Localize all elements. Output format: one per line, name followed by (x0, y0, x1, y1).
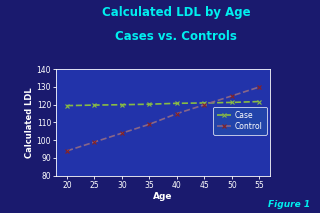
Case (258, 100, 261, 103)
Case (92, 104, 96, 106)
Control (175, 112, 179, 115)
Control (230, 95, 234, 97)
Line: Case: Case (65, 100, 261, 107)
Control (148, 123, 151, 125)
Control (258, 86, 261, 88)
Control (92, 141, 96, 143)
Case (65, 104, 69, 107)
Text: Cases vs. Controls: Cases vs. Controls (115, 30, 237, 43)
X-axis label: Age: Age (154, 192, 173, 201)
Control (65, 150, 69, 152)
Case (203, 102, 206, 104)
Line: Control: Control (65, 85, 261, 153)
Case (175, 102, 179, 105)
Control (203, 104, 206, 106)
Control (120, 132, 124, 134)
Text: Calculated LDL by Age: Calculated LDL by Age (102, 6, 250, 19)
Legend: Case, Control: Case, Control (213, 107, 267, 135)
Case (120, 104, 124, 106)
Case (230, 101, 234, 104)
Y-axis label: Calculated LDL: Calculated LDL (25, 87, 34, 158)
Case (148, 103, 151, 105)
Text: Figure 1: Figure 1 (268, 200, 310, 209)
